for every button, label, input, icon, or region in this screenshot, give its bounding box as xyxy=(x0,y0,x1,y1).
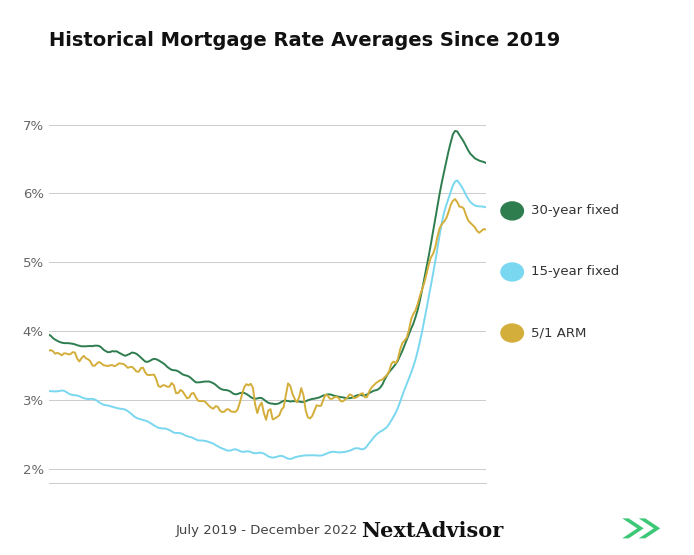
Text: 30-year fixed: 30-year fixed xyxy=(531,204,619,218)
Text: 5/1 ARM: 5/1 ARM xyxy=(531,326,586,340)
Text: 15-year fixed: 15-year fixed xyxy=(531,265,619,279)
Text: Historical Mortgage Rate Averages Since 2019: Historical Mortgage Rate Averages Since … xyxy=(49,31,560,50)
Circle shape xyxy=(501,324,523,342)
Polygon shape xyxy=(623,518,644,538)
Text: July 2019 - December 2022: July 2019 - December 2022 xyxy=(176,524,358,537)
Polygon shape xyxy=(638,518,660,538)
Circle shape xyxy=(501,202,523,220)
Circle shape xyxy=(501,263,523,281)
Text: NextAdvisor: NextAdvisor xyxy=(361,521,503,541)
